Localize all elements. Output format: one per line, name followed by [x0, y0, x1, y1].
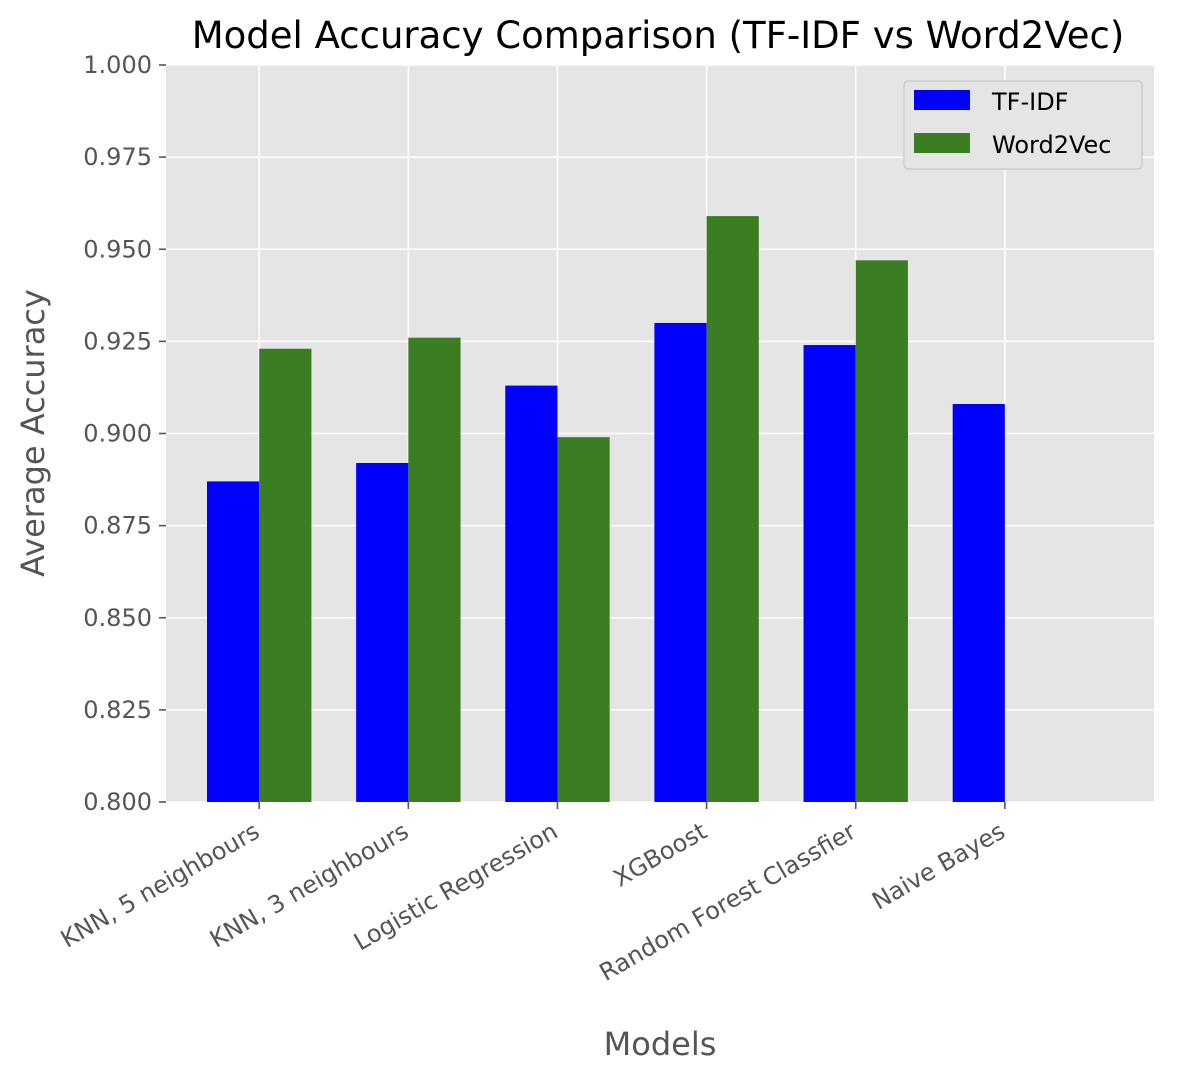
bar-tf-idf-naive-bayes — [952, 404, 1005, 802]
bar-tf-idf-random-forest-classfier — [803, 345, 856, 802]
y-tick-label: 0.875 — [83, 512, 152, 540]
bar-tf-idf-xgboost — [654, 322, 707, 802]
legend: TF-IDF Word2Vec — [903, 80, 1143, 170]
bar-word2vec-knn-3-neighbours — [408, 337, 461, 802]
y-tick-label: 0.900 — [83, 420, 152, 448]
legend-label-word2vec: Word2Vec — [992, 131, 1111, 159]
x-tick-label: Naive Bayes — [867, 817, 1010, 916]
bar-word2vec-random-forest-classfier — [855, 260, 908, 802]
y-tick-label: 0.925 — [83, 327, 152, 355]
y-tick-label: 0.850 — [83, 604, 152, 632]
y-tick-label: 0.825 — [83, 696, 152, 724]
bar-word2vec-logistic-regression — [557, 437, 610, 802]
y-tick-label: 0.800 — [83, 788, 152, 816]
bar-word2vec-knn-5-neighbours — [259, 348, 312, 802]
x-tick-label: XGBoost — [609, 817, 712, 893]
bar-word2vec-xgboost — [706, 216, 759, 802]
bar-tf-idf-knn-3-neighbours — [356, 462, 409, 802]
bars — [207, 216, 1005, 802]
legend-label-tf-idf: TF-IDF — [991, 88, 1069, 116]
y-tick-label: 0.950 — [83, 235, 152, 263]
y-axis-label: Average Accuracy — [14, 289, 52, 577]
y-axis-ticks: 0.800 0.825 0.850 0.875 0.900 0.925 0.950 0.975… — [83, 51, 166, 816]
chart-title: Model Accuracy Comparison (TF-IDF vs Wor… — [192, 14, 1125, 57]
x-tick-label: Random Forest Classfier — [595, 817, 861, 987]
legend-swatch-word2vec — [914, 133, 970, 153]
y-tick-label: 1.000 — [83, 51, 152, 79]
legend-swatch-tf-idf — [914, 90, 970, 110]
bar-tf-idf-logistic-regression — [505, 385, 558, 802]
y-tick-label: 0.975 — [83, 143, 152, 171]
x-axis-label: Models — [604, 1025, 717, 1063]
bar-tf-idf-knn-5-neighbours — [207, 481, 260, 802]
